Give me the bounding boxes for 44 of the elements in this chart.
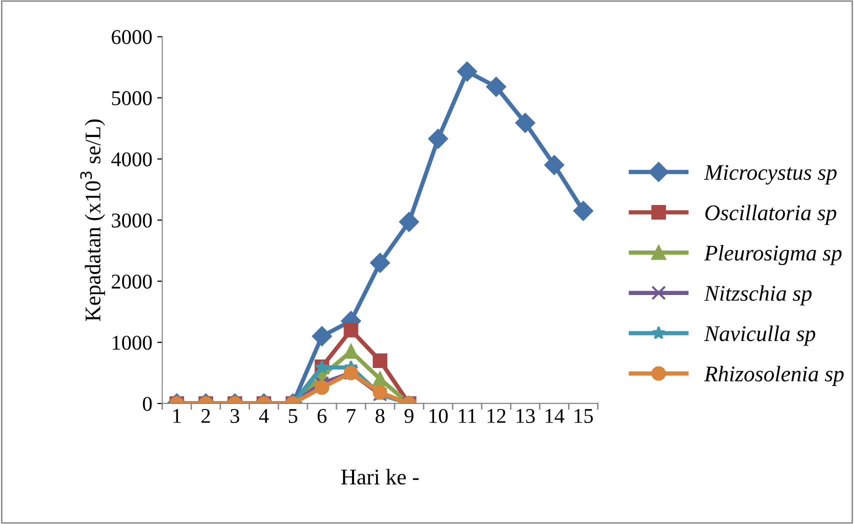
x-tick-label: 12 — [488, 409, 506, 423]
x-tick-label: 11 — [458, 409, 476, 423]
legend-label: Rhizosolenia sp — [704, 366, 844, 386]
legend-label: Pleurosigma sp — [704, 244, 842, 266]
x-tick-label: 5 — [288, 409, 298, 424]
x-tick-label: 9 — [404, 409, 414, 424]
legend-label: Oscillatoria sp — [705, 204, 836, 225]
x-tick-label: 13 — [516, 409, 535, 424]
point — [457, 62, 478, 82]
y-axis-title: Kepadatan (x10$^{3}$ se/L) — [80, 119, 105, 322]
point — [312, 326, 332, 346]
point — [486, 76, 506, 97]
y-tick-label: 6000 — [112, 30, 152, 44]
y-tick-label: 2000 — [112, 274, 152, 289]
y-tick-label: 0 — [142, 396, 152, 411]
point — [314, 380, 330, 395]
x-tick-label: 7 — [347, 409, 356, 423]
x-tick-label: 2 — [202, 409, 210, 423]
point — [370, 252, 390, 273]
point — [344, 344, 358, 359]
y-tick-label: 5000 — [112, 91, 152, 106]
point — [344, 322, 358, 338]
point — [428, 128, 448, 149]
x-tick-label: 4 — [259, 409, 269, 423]
x-tick-label: 14 — [546, 409, 564, 423]
legend-label: Naviculla sp — [704, 326, 816, 346]
point — [544, 155, 564, 175]
point — [372, 372, 388, 386]
x-tick-label: 1 — [173, 409, 181, 423]
point — [573, 201, 594, 221]
x-tick-label: 6 — [318, 409, 327, 424]
point — [515, 112, 536, 133]
y-tick-label: 1000 — [112, 336, 152, 350]
y-tick-label: 4000 — [111, 152, 152, 166]
x-tick-label: 8 — [376, 408, 384, 424]
x-tick-label: 10 — [430, 408, 448, 424]
point — [399, 212, 419, 232]
x-tick-label: 3 — [230, 409, 240, 424]
legend-label: Nitzschia sp — [704, 285, 812, 306]
y-tick-label: 3000 — [112, 213, 152, 228]
point — [372, 353, 388, 368]
legend-label: Microcystus sp — [704, 165, 837, 185]
x-axis-title: Hari ke - — [341, 468, 419, 485]
x-tick-label: 15 — [574, 409, 593, 424]
